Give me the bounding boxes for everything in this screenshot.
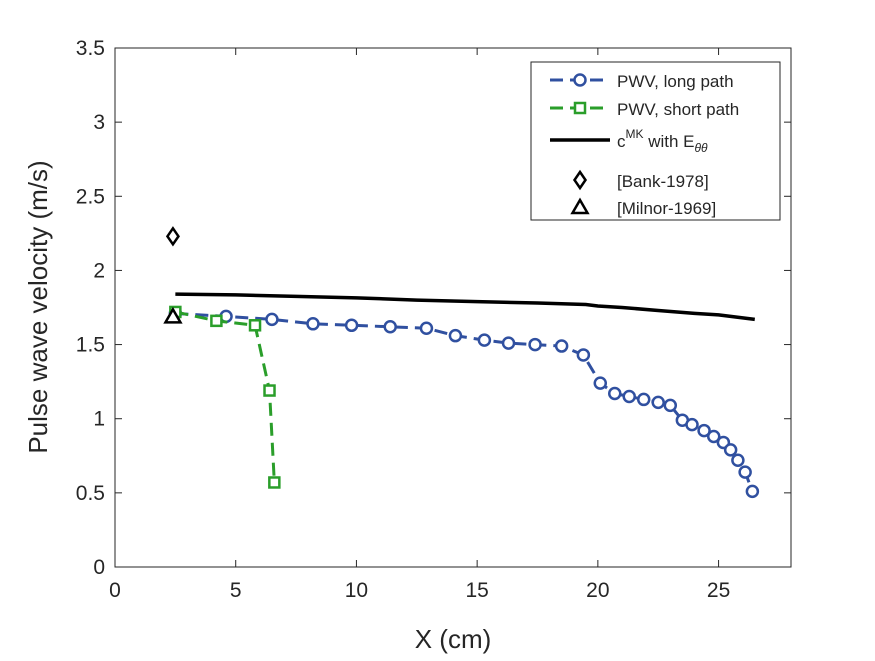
y-tick-label: 3.5 bbox=[76, 37, 105, 60]
data-point bbox=[501, 336, 516, 350]
data-point bbox=[528, 337, 542, 352]
series-c-mk bbox=[175, 292, 755, 322]
legend-label: PWV, short path bbox=[617, 100, 739, 119]
data-point bbox=[576, 348, 591, 362]
legend-entry: [Bank-1978] bbox=[572, 169, 709, 191]
series-long-path bbox=[168, 306, 760, 499]
axes-layer: 0 5 10 15 20 25 0 0.5 1 1.5 2 2.5 3 3.5 bbox=[76, 37, 792, 602]
series-milnor-1969 bbox=[163, 306, 183, 324]
data-point bbox=[448, 328, 463, 343]
x-tick-label: 10 bbox=[345, 579, 368, 602]
data-point bbox=[593, 376, 608, 390]
data-point bbox=[165, 226, 180, 247]
data-point bbox=[263, 384, 276, 397]
series-bank-1978 bbox=[165, 226, 180, 247]
x-axis-label: X (cm) bbox=[415, 624, 492, 654]
legend-label: [Bank-1978] bbox=[617, 172, 709, 191]
data-point bbox=[745, 484, 760, 499]
data-point bbox=[248, 319, 262, 332]
legend-label-mid: with E bbox=[644, 132, 695, 151]
legend-label: cMK with Eθθ bbox=[617, 127, 708, 155]
data-point bbox=[738, 465, 752, 479]
data-point bbox=[265, 312, 279, 327]
x-tick-label: 5 bbox=[230, 579, 242, 602]
data-point bbox=[723, 443, 738, 457]
series-layer bbox=[163, 226, 760, 499]
axes-box bbox=[114, 47, 792, 568]
data-point bbox=[163, 306, 183, 324]
y-tick-label: 3 bbox=[93, 111, 105, 134]
data-point bbox=[636, 392, 651, 407]
legend-marker bbox=[573, 101, 587, 115]
data-point bbox=[344, 318, 359, 333]
y-tick-label: 2 bbox=[93, 259, 105, 282]
series-line bbox=[175, 292, 755, 322]
data-point bbox=[663, 398, 678, 413]
legend-entry: PWV, long path bbox=[550, 72, 734, 91]
data-point bbox=[731, 453, 745, 467]
x-tick-label: 25 bbox=[707, 579, 730, 602]
legend-label-base: c bbox=[617, 132, 626, 151]
legend-marker bbox=[570, 197, 590, 215]
y-tick-label: 0.5 bbox=[76, 482, 105, 505]
data-point bbox=[268, 476, 281, 489]
legend-label-sub: θθ bbox=[695, 141, 709, 155]
data-point bbox=[210, 314, 223, 328]
y-tick-label: 0 bbox=[93, 556, 105, 579]
x-tick-label: 15 bbox=[465, 579, 488, 602]
data-point bbox=[697, 423, 711, 438]
legend-label: [Milnor-1969] bbox=[617, 199, 716, 218]
legend-entry: PWV, short path bbox=[550, 100, 739, 119]
y-tick-label: 1.5 bbox=[76, 334, 105, 357]
legend-label-sup: MK bbox=[626, 127, 644, 141]
legend-entry: cMK with Eθθ bbox=[550, 127, 708, 155]
legend-entry: [Milnor-1969] bbox=[570, 197, 716, 218]
data-point bbox=[608, 386, 622, 401]
data-point bbox=[622, 389, 636, 404]
data-point bbox=[706, 429, 721, 444]
y-tick-label: 1 bbox=[93, 408, 105, 431]
data-point bbox=[383, 320, 397, 334]
data-point bbox=[651, 395, 665, 410]
data-point bbox=[554, 339, 569, 353]
y-axis-label: Pulse wave velocity (m/s) bbox=[23, 160, 53, 453]
data-point bbox=[685, 417, 699, 432]
data-point bbox=[477, 333, 492, 347]
y-tick-label: 2.5 bbox=[76, 185, 105, 208]
data-point bbox=[419, 321, 434, 336]
legend: PWV, long path PWV, short path cMK with Eθ… bbox=[530, 61, 781, 221]
data-point bbox=[306, 317, 320, 331]
x-tick-label: 0 bbox=[109, 579, 121, 602]
x-tick-label: 20 bbox=[586, 579, 609, 602]
legend-marker bbox=[573, 73, 587, 87]
legend-marker bbox=[572, 169, 588, 191]
legend-label: PWV, long path bbox=[617, 72, 734, 91]
